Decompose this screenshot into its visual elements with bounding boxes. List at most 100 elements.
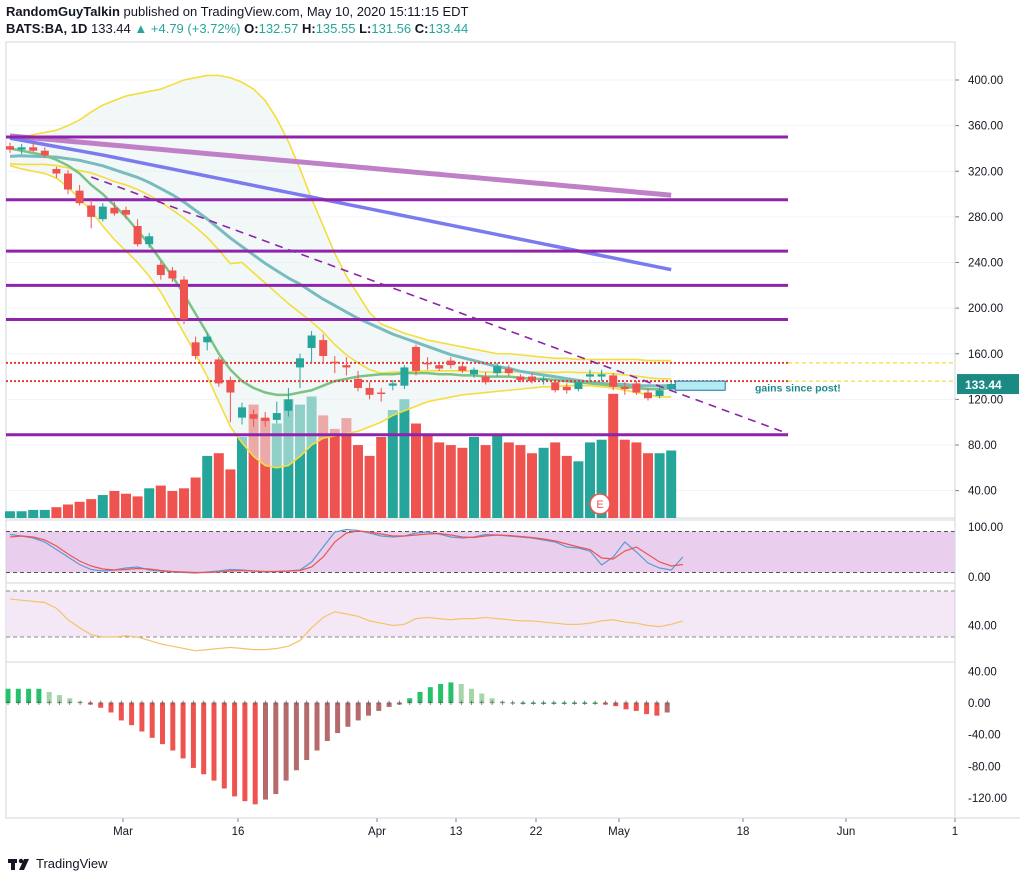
volume-bar bbox=[527, 453, 537, 518]
histogram-bar bbox=[5, 688, 11, 703]
oscillator-axis-label: 0.00 bbox=[968, 572, 990, 584]
price-axis-label: 160.00 bbox=[968, 349, 1003, 361]
candle-body bbox=[632, 383, 641, 393]
candle-body bbox=[562, 386, 571, 391]
price-axis-label: 200.00 bbox=[968, 303, 1003, 315]
histogram-bar bbox=[541, 703, 547, 704]
histogram-cross: + bbox=[88, 698, 93, 708]
histogram-bar bbox=[592, 703, 598, 704]
histogram-cross: + bbox=[592, 698, 597, 708]
histogram-bar bbox=[572, 703, 577, 704]
oscillator-axis-label: 100.00 bbox=[968, 522, 1003, 534]
candle-body bbox=[249, 414, 258, 419]
symbol-label[interactable]: BATS:BA, 1D bbox=[6, 21, 88, 36]
oscillator-line-0 bbox=[9, 528, 684, 574]
price-axis-label: 320.00 bbox=[968, 166, 1003, 178]
ma50-line bbox=[9, 154, 672, 388]
histogram-bar bbox=[335, 703, 341, 734]
volume-bar bbox=[561, 455, 572, 518]
time-axis-label: Apr bbox=[368, 826, 386, 838]
candle-body bbox=[133, 226, 142, 245]
histogram-cross: + bbox=[541, 698, 546, 708]
histogram-bar bbox=[293, 703, 299, 771]
oscillator2-band bbox=[6, 591, 955, 637]
volume-bar bbox=[144, 488, 155, 518]
volume-bar bbox=[643, 453, 653, 518]
candle-body bbox=[539, 378, 548, 381]
histogram-cross: + bbox=[77, 698, 82, 708]
open-value: 132.57 bbox=[258, 21, 299, 36]
volume-bar bbox=[179, 488, 189, 518]
histogram-cross: + bbox=[386, 698, 391, 708]
volume-bar bbox=[16, 511, 27, 518]
volume-bar bbox=[608, 393, 619, 518]
tradingview-logo-icon bbox=[8, 858, 29, 870]
volume-bar bbox=[631, 442, 642, 518]
histogram-bar bbox=[160, 703, 165, 745]
candle-body bbox=[412, 346, 420, 371]
price-axis-label: 280.00 bbox=[968, 212, 1003, 224]
volume-bar bbox=[121, 493, 131, 518]
histogram-bar bbox=[561, 703, 567, 704]
candle-body bbox=[272, 413, 281, 420]
histogram-bar bbox=[98, 703, 104, 708]
histogram-bar bbox=[304, 703, 310, 760]
candle-body bbox=[528, 376, 536, 382]
histogram-cross: + bbox=[180, 698, 185, 708]
candle-body bbox=[620, 386, 629, 390]
histogram-cross: + bbox=[57, 698, 62, 708]
candle-body bbox=[6, 146, 14, 150]
candle-body bbox=[214, 359, 223, 384]
candle-body bbox=[435, 365, 444, 369]
candle-body bbox=[458, 366, 467, 371]
histogram-cross: + bbox=[489, 698, 494, 708]
time-axis-label: 1 bbox=[952, 826, 958, 838]
volume-bar bbox=[155, 485, 166, 518]
histogram-bar bbox=[386, 703, 392, 707]
candle-body bbox=[145, 236, 154, 245]
candle-body bbox=[64, 173, 72, 190]
candle-body bbox=[504, 368, 513, 374]
histogram-bar bbox=[129, 703, 135, 726]
histogram-bar bbox=[26, 688, 32, 703]
volume-bar bbox=[39, 509, 50, 518]
volume-bar bbox=[654, 453, 665, 518]
candle-body bbox=[470, 369, 478, 375]
volume-bar bbox=[585, 442, 595, 518]
time-axis-label: Jun bbox=[837, 826, 856, 838]
histogram-bar bbox=[252, 703, 258, 805]
histogram-bar bbox=[77, 701, 83, 703]
volume-bar bbox=[295, 404, 305, 518]
volume-bar bbox=[306, 396, 317, 518]
price-axis-label: 120.00 bbox=[968, 394, 1003, 406]
volume-bar bbox=[28, 509, 39, 518]
candle-body bbox=[516, 376, 525, 380]
candle-body bbox=[52, 168, 61, 174]
histogram-bar bbox=[221, 703, 227, 789]
histogram-bar bbox=[57, 695, 62, 703]
oscillator2-axis-label: 40.00 bbox=[968, 621, 997, 633]
footer-brand[interactable]: TradingView bbox=[36, 856, 108, 871]
candle-body bbox=[354, 378, 362, 388]
histogram-cross: + bbox=[582, 698, 587, 708]
candle-body bbox=[238, 407, 246, 418]
histogram-axis-label: 40.00 bbox=[968, 666, 997, 678]
footer: TradingView bbox=[8, 856, 108, 871]
high-label: H: bbox=[301, 21, 316, 36]
volume-bar bbox=[515, 445, 526, 518]
earnings-marker: E bbox=[589, 493, 611, 515]
candle-body bbox=[75, 190, 84, 204]
histogram-axis-label: -80.00 bbox=[968, 761, 1001, 773]
histogram-cross: + bbox=[98, 698, 103, 708]
histogram-cross: + bbox=[469, 698, 474, 708]
volume-bar bbox=[422, 434, 433, 518]
author-name[interactable]: RandomGuyTalkin bbox=[6, 4, 120, 19]
candle-body bbox=[156, 264, 165, 276]
histogram-cross: + bbox=[345, 698, 350, 708]
candle-body bbox=[296, 358, 304, 368]
candle-body bbox=[423, 362, 432, 365]
histogram-cross: + bbox=[211, 698, 216, 708]
histogram-bar bbox=[644, 703, 650, 715]
histogram-bar bbox=[396, 703, 402, 705]
